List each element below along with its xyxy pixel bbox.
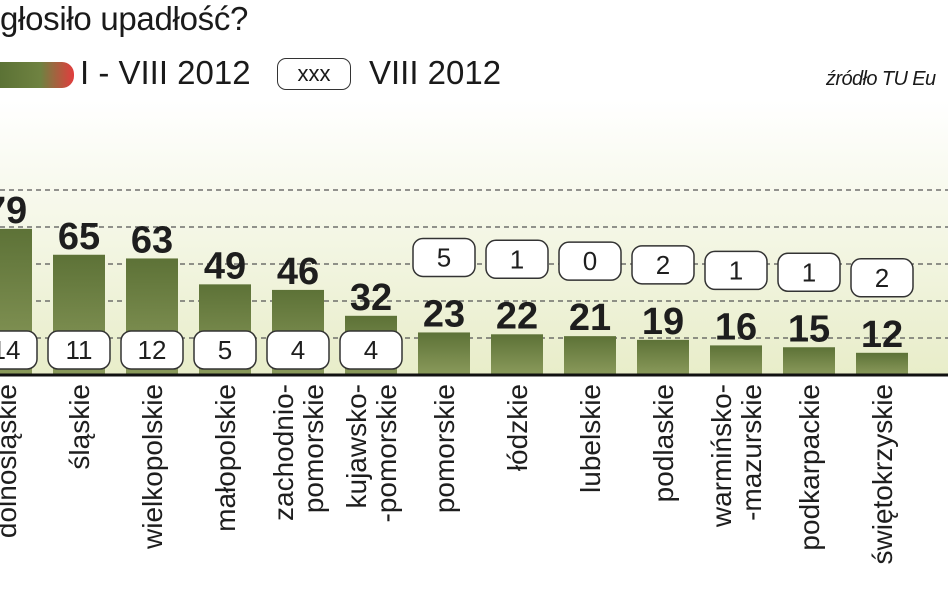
monthly-badge <box>631 245 695 285</box>
monthly-badge-value: 5 <box>218 335 232 365</box>
monthly-badge <box>266 330 330 370</box>
bar-total <box>783 347 835 375</box>
monthly-badge <box>558 241 622 281</box>
legend-swatch-total <box>0 62 74 88</box>
monthly-badge-value: 5 <box>437 242 451 272</box>
monthly-badge-value: 1 <box>729 255 743 285</box>
monthly-badge <box>850 258 914 298</box>
monthly-badge-value: 2 <box>875 263 889 293</box>
bar-value-label: 32 <box>350 277 392 319</box>
category-label: dolnośląskie <box>0 384 22 538</box>
category-label: kujawsko- <box>341 384 372 508</box>
bar-value-label: 22 <box>496 295 538 337</box>
monthly-badge <box>777 252 841 292</box>
monthly-badge <box>120 330 184 370</box>
bar-total <box>856 352 908 375</box>
monthly-badge <box>0 330 38 370</box>
category-label: warmińsko- <box>706 384 737 528</box>
bar-value-label: 79 <box>0 190 27 232</box>
category-label: -mazurskie <box>736 384 767 521</box>
monthly-badge-value: 2 <box>656 250 670 280</box>
monthly-badge <box>47 330 111 370</box>
bar-total <box>637 339 689 375</box>
bars: 7914dolnośląskie6511śląskie6312wielkopol… <box>0 190 914 564</box>
bar-total <box>491 334 543 375</box>
bar-total <box>564 336 616 375</box>
monthly-badge-value: 1 <box>802 257 816 287</box>
bar-value-label: 23 <box>423 293 465 335</box>
legend-badge-month: xxx <box>277 58 351 90</box>
monthly-badge <box>193 330 257 370</box>
bar-total <box>710 345 762 375</box>
category-label: lubelskie <box>575 384 606 493</box>
category-label: świętokrzyskie <box>867 384 898 564</box>
monthly-badge <box>485 239 549 280</box>
legend-label-total: I - VIII 2012 <box>80 54 251 91</box>
category-label: zachodnio- <box>268 384 299 521</box>
bar-value-label: 65 <box>58 216 100 258</box>
bar-total <box>418 332 470 375</box>
bar-value-label: 15 <box>788 308 830 350</box>
monthly-badge <box>339 330 403 370</box>
monthly-badge-value: 4 <box>364 335 378 365</box>
category-label: pomorskie <box>298 384 329 513</box>
bar-value-label: 16 <box>715 306 757 348</box>
category-label: śląskie <box>64 384 95 470</box>
source-note: źródło TU Eu <box>826 68 936 90</box>
category-label: wielkopolskie <box>137 384 168 550</box>
category-label: podlaskie <box>648 384 679 502</box>
legend-label-month: VIII 2012 <box>369 54 502 91</box>
monthly-badge-value: 4 <box>291 335 305 365</box>
monthly-badge-value: 1 <box>510 244 524 274</box>
category-label: -pomorskie <box>371 384 402 522</box>
bar-value-label: 19 <box>642 301 684 343</box>
bar-value-label: 46 <box>277 251 319 293</box>
bar-value-label: 21 <box>569 297 611 339</box>
bar-value-label: 12 <box>861 314 903 356</box>
monthly-badge-value: 14 <box>0 335 20 365</box>
monthly-badge-value: 0 <box>583 246 597 276</box>
bar-value-label: 63 <box>131 219 173 261</box>
category-label: podkarpackie <box>794 384 825 551</box>
category-label: pomorskie <box>429 384 460 513</box>
chart-title: głosiło upadłość? <box>0 0 249 37</box>
monthly-badge <box>704 250 768 291</box>
monthly-badge <box>412 237 476 278</box>
bar-value-label: 49 <box>204 245 246 287</box>
category-label: małopolskie <box>210 384 241 532</box>
monthly-badge-value: 11 <box>66 335 93 365</box>
category-label: łódzkie <box>502 384 533 471</box>
monthly-badge-value: 12 <box>138 335 167 365</box>
